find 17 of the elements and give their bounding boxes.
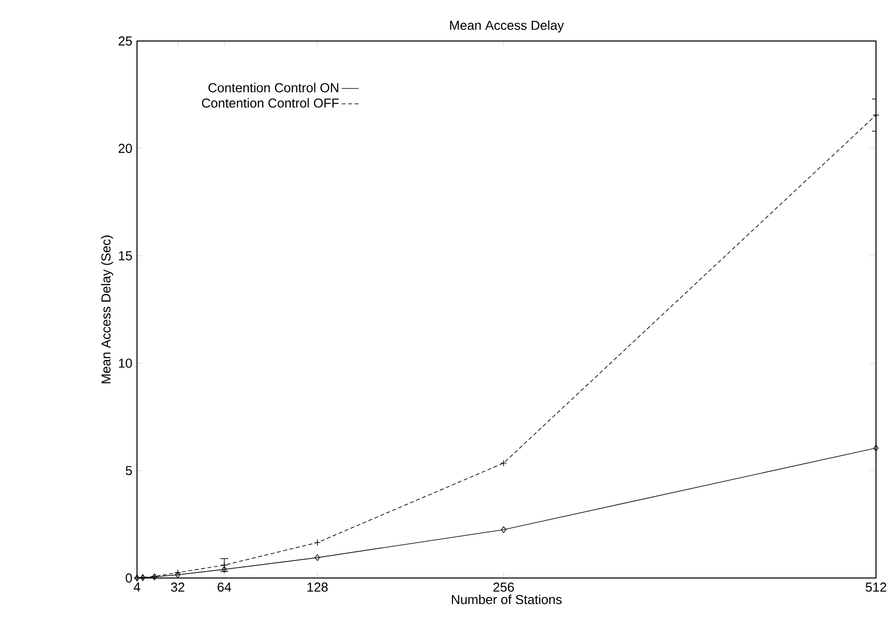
x-tick-label: 32 <box>171 582 184 592</box>
y-tick-label: 25 <box>118 36 132 46</box>
y-tick-label: 10 <box>118 358 132 368</box>
y-tick-label: 20 <box>118 144 132 153</box>
y-tick-label: 15 <box>118 251 132 260</box>
chart-title: Mean Access Delay <box>450 20 564 32</box>
x-tick-label: 4 <box>134 582 140 592</box>
x-axis-title: Number of Stations <box>452 594 562 604</box>
x-tick-label: 512 <box>866 582 886 592</box>
x-tick-label: 256 <box>493 582 514 592</box>
legend-label: Contention Control ON <box>208 82 338 92</box>
legend-label: Contention Control OFF <box>202 98 339 108</box>
y-tick-label: 5 <box>126 466 132 476</box>
x-tick-label: 64 <box>218 582 232 592</box>
y-axis-title: Mean Access Delay (Sec) <box>101 236 114 384</box>
y-tick-label: 0 <box>126 573 132 583</box>
x-tick-label: 128 <box>308 582 328 592</box>
